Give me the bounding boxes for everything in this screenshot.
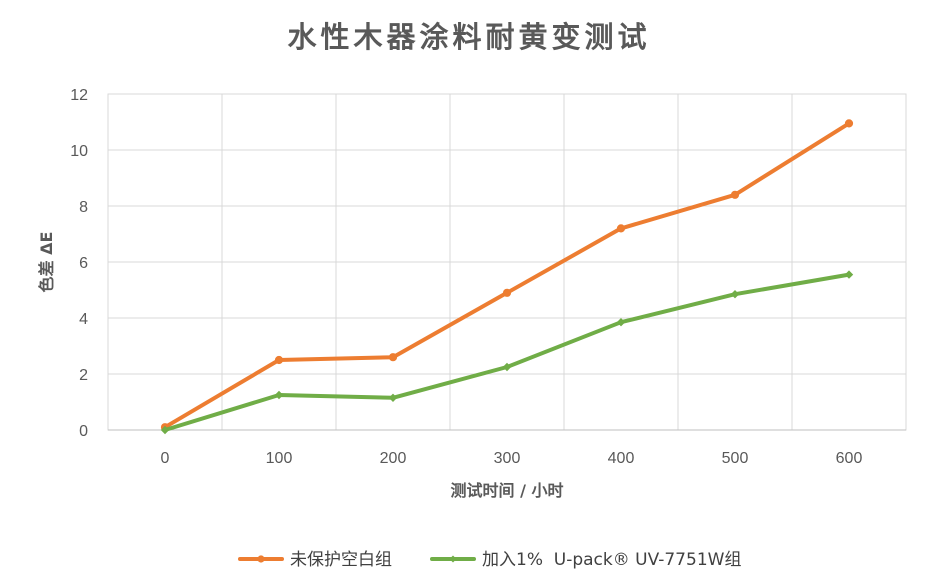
legend-label: 未保护空白组	[290, 550, 392, 570]
x-tick-label: 100	[266, 450, 293, 467]
legend-item-2: 加入1% U-pack® UV-7751W组	[430, 550, 741, 570]
x-tick-label: 400	[608, 450, 635, 467]
x-tick-label: 200	[380, 450, 407, 467]
data-point	[844, 119, 854, 128]
y-tick-label: 0	[79, 423, 88, 440]
y-tick-label: 6	[79, 255, 88, 272]
legend-swatch-marker	[257, 555, 265, 563]
data-point	[502, 362, 512, 372]
data-point	[502, 288, 512, 297]
x-axis-title: 测试时间 / 小时	[451, 481, 564, 500]
series-2	[160, 270, 854, 435]
y-tick-label: 4	[79, 311, 88, 328]
data-point	[388, 393, 398, 403]
data-point	[274, 390, 284, 400]
legend-item-1: 未保护空白组	[238, 550, 392, 570]
chart-title: 水性木器涂料耐黄变测试	[287, 20, 650, 54]
x-tick-label: 300	[494, 450, 521, 467]
data-point	[730, 289, 740, 299]
data-point	[730, 190, 740, 199]
y-tick-label: 2	[79, 367, 88, 384]
x-tick-label: 500	[722, 450, 749, 467]
data-point	[844, 270, 854, 279]
data-point	[616, 224, 626, 233]
data-point	[160, 425, 170, 435]
x-tick-label: 600	[836, 450, 863, 467]
x-gridlines	[108, 94, 906, 431]
y-axis-ticks: 0 2 4 6 8 10 12	[70, 87, 88, 440]
data-point	[388, 353, 398, 362]
series-layer	[160, 119, 854, 435]
legend-swatch-marker	[449, 555, 457, 563]
y-gridlines	[108, 149, 906, 375]
y-tick-label: 12	[70, 87, 88, 104]
data-point	[616, 317, 626, 327]
legend-label: 加入1% U-pack® UV-7751W组	[482, 550, 741, 570]
y-axis-title: 色差 ΔE	[37, 232, 56, 293]
y-tick-label: 10	[70, 143, 88, 160]
data-point	[274, 355, 284, 365]
y-tick-label: 8	[79, 199, 88, 216]
legend: 未保护空白组 加入1% U-pack® UV-7751W组	[238, 550, 741, 570]
x-axis-ticks: 0 100 200 300 400 500 600	[161, 450, 863, 467]
x-tick-label: 0	[161, 450, 170, 467]
